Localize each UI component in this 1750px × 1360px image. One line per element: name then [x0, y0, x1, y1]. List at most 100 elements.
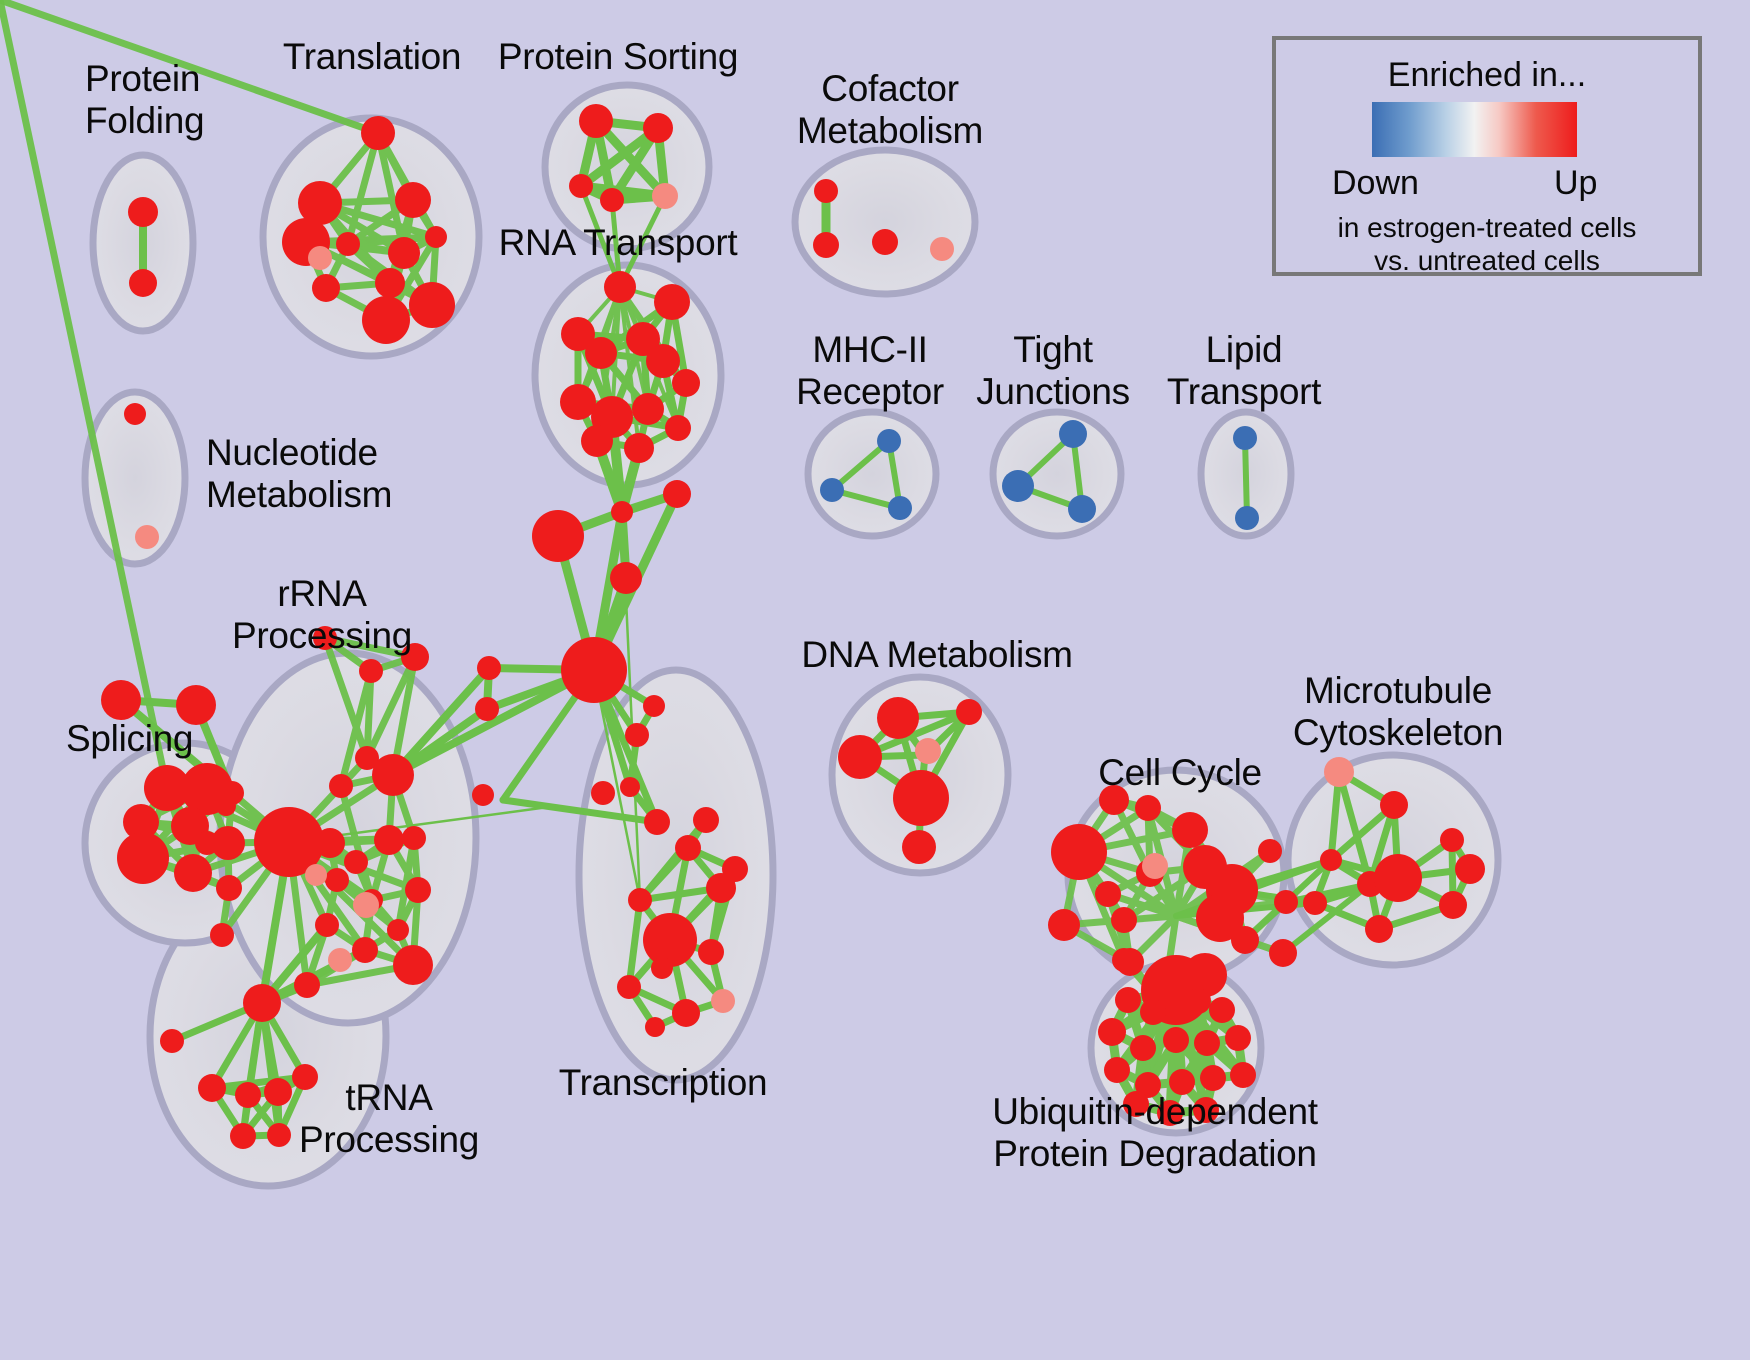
label-protein-folding: Protein Folding: [85, 58, 205, 141]
node: [264, 1078, 292, 1106]
node: [1163, 1027, 1189, 1053]
node: [581, 425, 613, 457]
node: [425, 226, 447, 248]
node: [930, 237, 954, 261]
node: [359, 659, 383, 683]
node: [561, 637, 627, 703]
node: [1324, 757, 1354, 787]
node: [893, 770, 949, 826]
node: [1048, 909, 1080, 941]
node: [294, 972, 320, 998]
node: [235, 1082, 261, 1108]
node: [579, 104, 613, 138]
node: [1157, 1100, 1183, 1126]
node: [838, 735, 882, 779]
node: [591, 781, 615, 805]
node: [1068, 495, 1096, 523]
node: [1123, 1091, 1149, 1117]
node: [388, 237, 420, 269]
node: [617, 975, 641, 999]
node: [532, 510, 584, 562]
node: [711, 989, 735, 1013]
node: [374, 825, 404, 855]
node: [585, 337, 617, 369]
label-nucleotide-metabolism: Nucleotide Metabolism: [206, 432, 393, 515]
label-splicing: Splicing: [66, 718, 194, 759]
node: [195, 831, 219, 855]
node: [1374, 854, 1422, 902]
node: [1209, 997, 1235, 1023]
legend-low-label: Down: [1332, 164, 1419, 202]
node: [645, 1017, 665, 1037]
node: [124, 403, 146, 425]
node: [1194, 1030, 1220, 1056]
label-mhc-ii-receptor: MHC-II Receptor: [796, 329, 944, 412]
node: [665, 415, 691, 441]
label-tight-junctions: Tight Junctions: [976, 329, 1130, 412]
node: [651, 957, 673, 979]
node: [632, 393, 664, 425]
node: [336, 232, 360, 256]
node: [1130, 1035, 1156, 1061]
node: [329, 774, 353, 798]
node: [1235, 506, 1259, 530]
network-nodes: [101, 104, 1485, 1149]
node: [643, 113, 673, 143]
node: [643, 913, 697, 967]
label-rna-transport: RNA Transport: [498, 222, 738, 263]
node: [722, 856, 748, 882]
node: [1135, 1072, 1161, 1098]
node: [1112, 948, 1136, 972]
node: [610, 562, 642, 594]
node: [1200, 1065, 1226, 1091]
node: [216, 796, 236, 816]
node: [144, 765, 190, 811]
node: [1269, 939, 1297, 967]
node: [395, 182, 431, 218]
label-ubiquitin-protein-degradation: Ubiquitin-dependent Protein Degradation: [992, 1091, 1318, 1174]
node: [625, 723, 649, 747]
node: [626, 322, 660, 356]
node: [353, 892, 379, 918]
node: [1274, 890, 1298, 914]
node: [362, 296, 410, 344]
node: [1111, 907, 1137, 933]
legend-subtitle-line1: in estrogen-treated cells: [1337, 212, 1637, 243]
node: [1059, 420, 1087, 448]
node: [393, 945, 433, 985]
node: [405, 877, 431, 903]
node: [628, 888, 652, 912]
node: [325, 868, 349, 892]
node: [663, 480, 691, 508]
node: [560, 384, 596, 420]
node: [611, 501, 633, 523]
node: [211, 826, 245, 860]
node: [1051, 824, 1107, 880]
node: [298, 181, 342, 225]
node: [1455, 854, 1485, 884]
node: [315, 828, 345, 858]
node: [313, 626, 337, 650]
node: [1135, 795, 1161, 821]
node: [672, 999, 700, 1027]
label-transcription: Transcription: [558, 1062, 768, 1103]
node: [174, 854, 212, 892]
node: [877, 697, 919, 739]
node: [372, 754, 414, 796]
node: [312, 274, 340, 302]
node: [101, 680, 141, 720]
node: [355, 746, 379, 770]
node: [117, 832, 169, 884]
node: [472, 784, 494, 806]
node: [160, 1029, 184, 1053]
node: [1185, 988, 1211, 1014]
node: [1183, 953, 1227, 997]
node: [361, 116, 395, 150]
node: [1365, 915, 1393, 943]
node: [129, 269, 157, 297]
node: [1193, 1097, 1219, 1123]
node: [1258, 839, 1282, 863]
legend-subtitle-line2: vs. untreated cells: [1374, 245, 1600, 276]
node: [1002, 470, 1034, 502]
